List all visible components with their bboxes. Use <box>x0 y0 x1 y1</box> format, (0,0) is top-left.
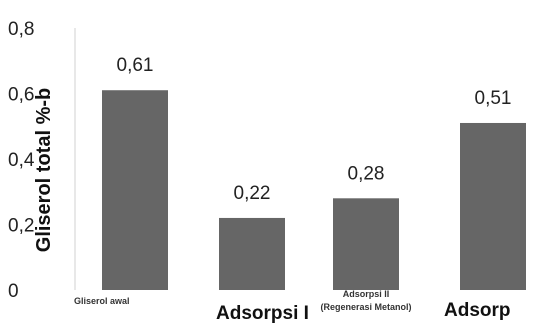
bar <box>102 90 168 290</box>
data-label: 0,22 <box>234 183 271 204</box>
data-label: 0,61 <box>117 55 154 76</box>
y-tick-label: 0,4 <box>8 150 35 171</box>
y-tick-label: 0,8 <box>8 19 34 40</box>
category-label: Adsorpsi II (Regenerasi Metanol) <box>320 289 411 312</box>
y-tick-label: 0,6 <box>8 85 34 106</box>
category-label: Adsorp <box>444 300 511 321</box>
y-tick-label: 0 <box>8 281 19 302</box>
bar <box>333 198 399 290</box>
data-labels: 0,61 0,22 0,28 0,51 <box>117 55 512 204</box>
y-tick-labels: 0 0,2 0,4 0,6 0,8 <box>8 19 35 302</box>
y-axis-label: Gliserol total %-b <box>33 88 55 252</box>
category-label: Gliserol awal <box>74 296 130 306</box>
y-tick-label: 0,2 <box>8 216 34 237</box>
data-label: 0,51 <box>475 88 512 109</box>
bars <box>102 90 526 290</box>
category-label: Adsorpsi I <box>216 303 309 324</box>
bar <box>219 217 285 290</box>
category-labels: Gliserol awal Adsorpsi I Adsorpsi II (Regen… <box>74 289 511 324</box>
data-label: 0,28 <box>348 163 385 184</box>
bar <box>460 122 526 290</box>
